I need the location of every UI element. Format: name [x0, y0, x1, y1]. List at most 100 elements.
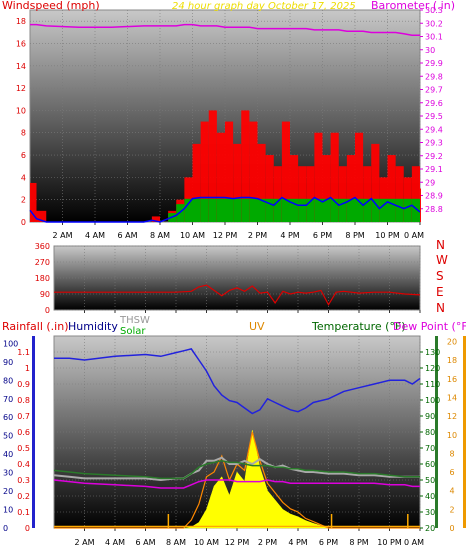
wind-ytick-label-2: 4	[21, 173, 26, 182]
uv-ytick-label-5: 10	[447, 431, 457, 440]
baro-ytick-label-9: 29.7	[425, 86, 443, 95]
baro-ytick-label-10: 29.8	[425, 72, 443, 81]
wind-solar-band	[281, 198, 290, 222]
rain-ytick-label-8: 0.8	[17, 396, 30, 405]
rain-ytick-label-1: 0.1	[17, 508, 30, 517]
header-right-label: Barometer (.in)	[371, 0, 455, 12]
baro-ytick-label-7: 29.5	[425, 112, 443, 121]
wind-time-label-5: 12 PM	[213, 231, 238, 240]
wind-solar-band	[379, 198, 388, 222]
wind-solar-band	[411, 198, 420, 222]
wind-solar-band	[241, 198, 250, 222]
humidity-ytick-label-4: 40	[3, 450, 13, 459]
header-title: 24 hour graph day October 17, 2025	[172, 1, 356, 12]
wind-bar	[241, 110, 250, 222]
baro-ytick-label-6: 29.4	[425, 125, 443, 134]
legend-uv: UV	[249, 320, 265, 333]
wind-bar	[338, 166, 347, 222]
uv-ytick-label-9: 18	[447, 356, 457, 365]
temperature-line	[53, 460, 420, 480]
wind-bar	[306, 166, 315, 222]
header-left-label: Windspeed (mph)	[2, 0, 100, 12]
baro-ytick-label-4: 29.2	[425, 152, 443, 161]
rain-ytick-label-7: 0.7	[17, 412, 30, 421]
wind-ytick-label-5: 10	[16, 106, 26, 115]
uv-ytick-label-8: 16	[447, 375, 457, 384]
wind-bar	[411, 166, 420, 222]
humidity-line	[54, 348, 421, 415]
temp-time-label-7: 4 PM	[288, 538, 307, 547]
temp-time-label-9: 8 PM	[349, 538, 368, 547]
wind-ytick-label-4: 8	[21, 129, 26, 138]
baro-ytick-label-3: 29.1	[425, 165, 443, 174]
wind-ytick-label-3: 6	[21, 151, 26, 160]
wind-time-label-4: 10 AM	[180, 231, 205, 240]
temp-time-label-4: 10 AM	[194, 538, 219, 547]
wind-bar	[151, 216, 160, 222]
direction-label-e: E	[436, 285, 444, 299]
legend-dewpoint: Dew Point (°F)	[393, 320, 466, 333]
temperature-ytick-label-10: 120	[425, 364, 440, 373]
legend-humidity: Humidity	[68, 320, 118, 333]
wind-bar	[192, 143, 201, 222]
temperature-ytick-label-2: 40	[425, 492, 435, 501]
humidity-ytick-label-8: 80	[3, 376, 13, 385]
wind-avg-line	[29, 196, 421, 223]
wind-solar-band	[395, 198, 404, 222]
temperature-ytick-label-4: 60	[425, 460, 435, 469]
wind-solar-band	[208, 198, 217, 222]
rain-ytick-label-9: 0.9	[17, 380, 30, 389]
dir-ytick-label-1: 90	[40, 290, 50, 299]
wind-solar-band	[184, 198, 193, 222]
wind-bar	[387, 155, 396, 222]
wind-solar-band	[355, 198, 364, 222]
baro-ytick-label-2: 29	[425, 178, 435, 187]
temperature-ytick-label-7: 90	[425, 412, 435, 421]
wind-time-label-10: 10 PM	[375, 231, 400, 240]
baro-ytick-label-12: 30	[425, 46, 435, 55]
legend-solar: Solar	[120, 326, 146, 337]
temp-time-label-6: 2 PM	[258, 538, 277, 547]
wind-time-label-6: 2 PM	[248, 231, 267, 240]
dir-ytick-label-4: 360	[35, 242, 50, 251]
baro-ytick-label-13: 30.1	[425, 33, 443, 42]
direction-label-w: W	[436, 253, 448, 267]
humidity-ytick-label-10: 100	[3, 339, 18, 348]
wind-bar	[355, 132, 364, 222]
humidity-ytick-label-3: 30	[3, 469, 13, 478]
thsw-line	[53, 456, 420, 482]
wind-ytick-label-1: 2	[21, 196, 26, 205]
humidity-ytick-label-0: 0	[3, 524, 8, 533]
wind-time-label-9: 8 PM	[345, 231, 364, 240]
temp-time-label-2: 6 AM	[135, 538, 155, 547]
rain-ytick-label-0: 0	[25, 524, 30, 533]
wind-bar	[208, 110, 217, 222]
uv-ytick-label-3: 6	[449, 468, 454, 477]
temp-time-label-8: 6 PM	[319, 538, 338, 547]
temp-time-label-0: 2 AM	[74, 538, 94, 547]
wind-bar	[233, 143, 242, 222]
wind-bar	[363, 166, 372, 222]
wind-bar	[225, 121, 234, 222]
legend-rainfall: Rainfall (.in)	[2, 320, 69, 333]
solar-line	[54, 431, 420, 529]
wind-time-label-1: 4 AM	[85, 231, 105, 240]
wind-solar-band	[273, 198, 282, 222]
wind-bar	[249, 121, 258, 222]
temperature-axis-bar	[435, 336, 438, 528]
baro-ytick-label-11: 29.9	[425, 59, 443, 68]
wind-solar-band	[387, 198, 396, 222]
wind-bar	[200, 121, 209, 222]
wind-bar	[322, 155, 331, 222]
wind-bar	[330, 132, 339, 222]
wind-solar-band	[306, 198, 315, 222]
humidity-ytick-label-5: 50	[3, 432, 13, 441]
wind-ytick-label-0: 0	[21, 218, 26, 227]
wind-bar	[395, 166, 404, 222]
wind-solar-band	[233, 198, 242, 222]
temp-time-label-10: 10 PM	[377, 538, 402, 547]
temperature-ytick-label-9: 110	[425, 380, 440, 389]
temp-time-label-5: 12 PM	[225, 538, 250, 547]
baro-ytick-label-1: 28.9	[425, 192, 443, 201]
